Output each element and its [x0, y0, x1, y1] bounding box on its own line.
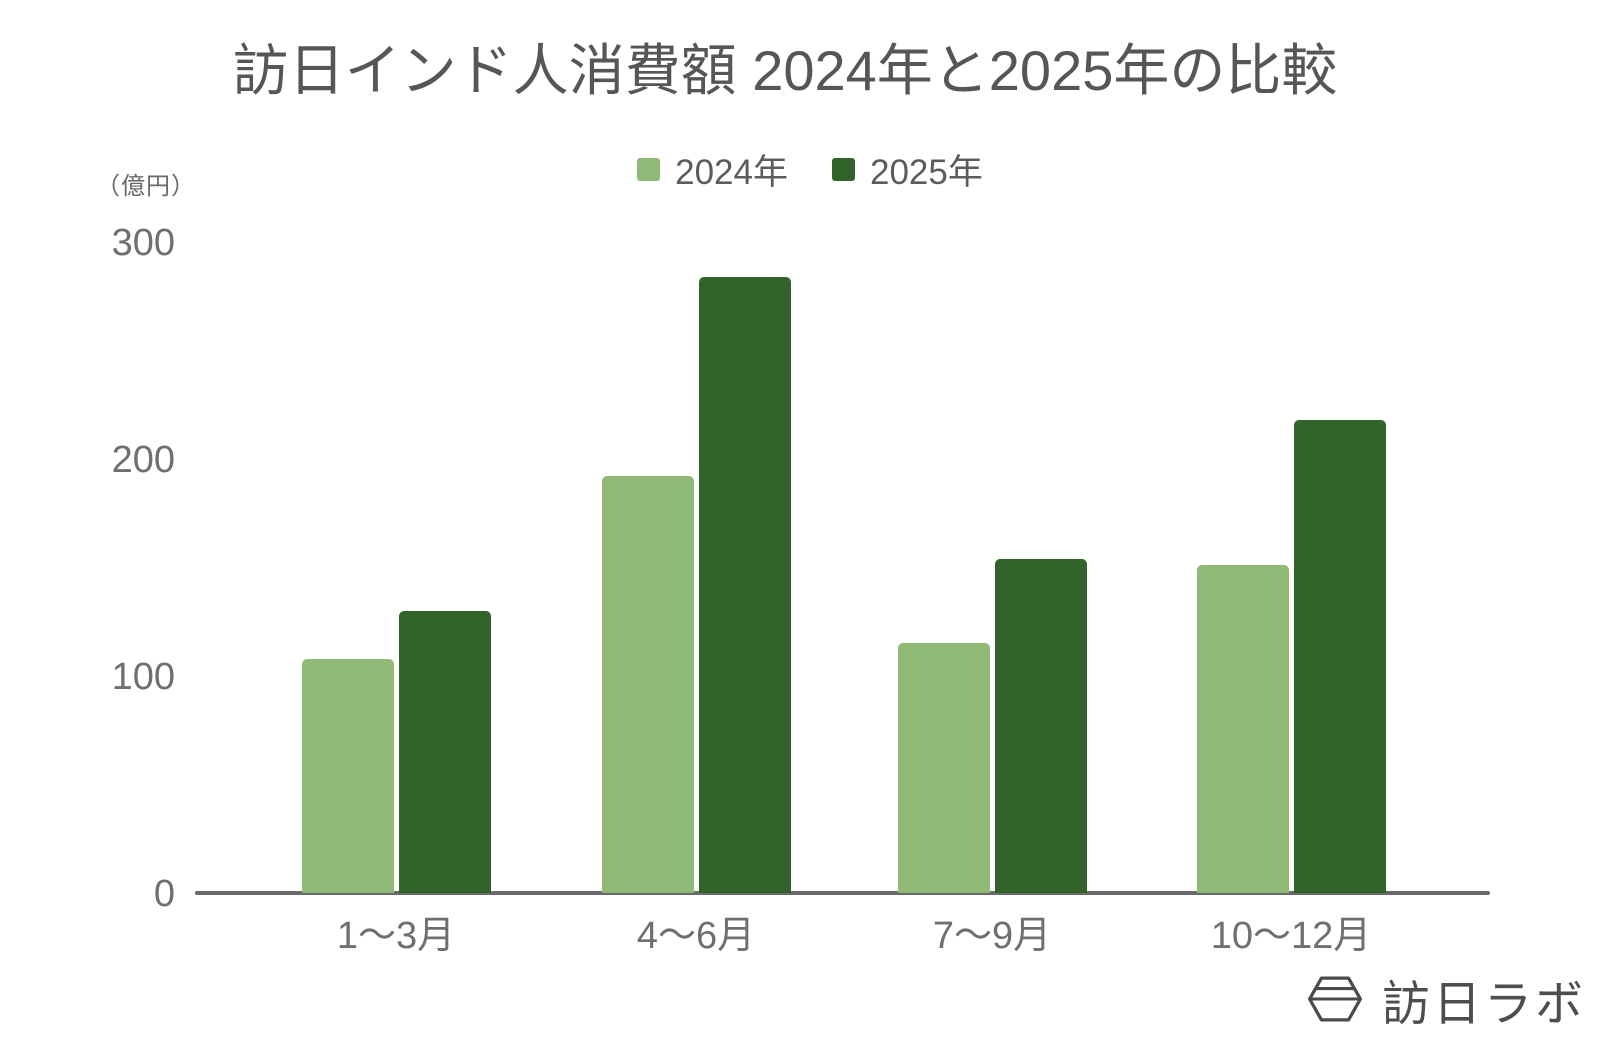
y-axis-tick-label: 0 — [153, 873, 175, 915]
y-axis-unit-label: （億円） — [96, 173, 196, 200]
bar-series1-cat0 — [399, 611, 491, 893]
y-axis-tick-label: 100 — [111, 656, 175, 698]
x-axis-category-label: 1〜3月 — [336, 915, 456, 957]
legend-label: 2025年 — [870, 153, 983, 192]
legend-label: 2024年 — [675, 153, 788, 192]
legend-item-2025年: 2025年 — [832, 144, 983, 195]
bar-series0-cat1 — [602, 476, 694, 893]
y-axis-tick-label: 300 — [111, 222, 175, 264]
bar-series0-cat0 — [302, 659, 394, 893]
legend-swatch-icon — [832, 158, 855, 181]
bar-series0-cat2 — [898, 643, 990, 893]
legend-item-2024年: 2024年 — [637, 144, 788, 195]
x-axis-category-label: 10〜12月 — [1210, 915, 1372, 957]
bar-series1-cat2 — [995, 559, 1087, 893]
hexagon-gem-icon — [1307, 976, 1362, 1022]
bar-series0-cat3 — [1197, 565, 1289, 893]
y-axis-tick-label: 200 — [111, 439, 175, 481]
x-axis-category-label: 7〜9月 — [932, 915, 1052, 957]
legend-swatch-icon — [637, 158, 661, 181]
chart-legend: 2024年 2025年 — [0, 144, 1600, 195]
x-axis-category-label: 4〜6月 — [636, 915, 756, 957]
x-axis-line — [195, 891, 1490, 895]
brand-logo: 訪日ラボ — [1306, 964, 1586, 1034]
brand-logo-text: 訪日ラボ — [1381, 978, 1586, 1031]
bar-series1-cat3 — [1294, 420, 1386, 893]
bar-series1-cat1 — [699, 277, 791, 893]
chart-title: 訪日インド人消費額 2024年と2025年の比較 — [232, 39, 1338, 102]
